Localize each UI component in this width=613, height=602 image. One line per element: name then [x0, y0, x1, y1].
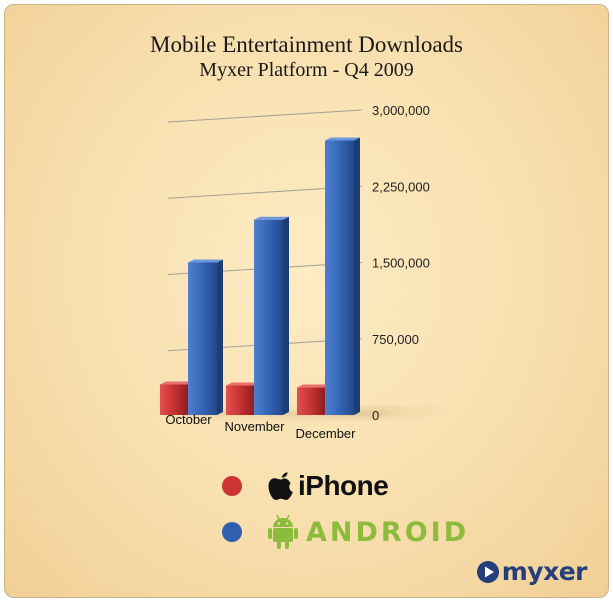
- legend-item-android: ANDROID: [222, 512, 469, 552]
- bar-front: [160, 384, 188, 415]
- y-tick-label: 1,500,000: [372, 256, 430, 271]
- bar-side: [354, 137, 360, 415]
- bar-front: [325, 140, 354, 415]
- apple-icon: [268, 472, 293, 500]
- y-tick-label: 0: [372, 408, 379, 423]
- x-tick-label: December: [296, 426, 357, 441]
- x-tick-label: October: [165, 412, 212, 427]
- chart-subtitle: Myxer Platform - Q4 2009: [199, 59, 414, 81]
- x-tick-label: November: [225, 419, 286, 434]
- myxer-play-icon: [476, 560, 499, 583]
- bar-side: [283, 216, 289, 415]
- bar-top: [297, 384, 331, 388]
- legend-swatch-iphone: [222, 476, 242, 496]
- bar-top: [226, 382, 260, 386]
- bar-top: [160, 381, 194, 385]
- legend-label-iphone: iPhone: [298, 470, 389, 501]
- bar-android: [325, 137, 390, 415]
- bar-front: [297, 387, 325, 415]
- y-tick-label: 750,000: [372, 332, 419, 347]
- bar-top: [254, 216, 289, 220]
- bar-front: [254, 219, 283, 415]
- chart-title: Mobile Entertainment Downloads: [150, 32, 463, 57]
- bar-front: [226, 385, 254, 415]
- y-tick-label: 3,000,000: [372, 103, 430, 118]
- bar-top: [325, 137, 360, 141]
- bar-layer: [160, 137, 390, 415]
- label-layer: 0 750,000 1,500,000 2,250,000 3,000,000 Octob…: [165, 103, 429, 441]
- legend-item-iphone: iPhone: [222, 466, 389, 506]
- brand-name: myxer: [501, 557, 588, 586]
- gridline: [167, 109, 363, 123]
- legend-label-android: ANDROID: [306, 516, 470, 548]
- bar-front: [188, 262, 217, 415]
- title-block: Mobile Entertainment Downloads Myxer Pla…: [5, 31, 608, 82]
- bar-top: [188, 259, 223, 263]
- y-tick-label: 2,250,000: [372, 179, 430, 194]
- bar-android: [254, 216, 319, 415]
- android-icon: [268, 514, 298, 549]
- legend-swatch-android: [222, 522, 242, 542]
- chart-frame: Mobile Entertainment Downloads Myxer Pla…: [4, 4, 609, 598]
- myxer-logo: myxer: [476, 557, 588, 586]
- bar-shadow: [354, 412, 390, 415]
- bar-side: [217, 259, 223, 415]
